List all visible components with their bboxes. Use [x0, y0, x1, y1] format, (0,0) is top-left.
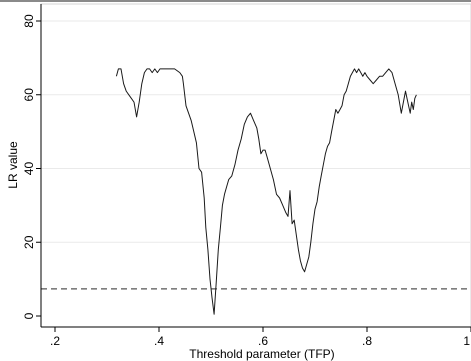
- x-tick-label: .4: [154, 334, 164, 348]
- x-tick-label: .2: [50, 334, 60, 348]
- x-tick-label: .8: [362, 334, 372, 348]
- y-tick-label: 60: [22, 88, 36, 102]
- x-tick-label: .6: [258, 334, 268, 348]
- x-tick-label: 1: [463, 334, 470, 348]
- x-axis-title: Threshold parameter (TFP): [189, 347, 334, 361]
- plot-area: [40, 3, 471, 328]
- series-line-0: [115, 68, 417, 315]
- y-tick-label: 20: [22, 235, 36, 249]
- top-border: [0, 0, 471, 2]
- y-tick-label: 40: [22, 162, 36, 176]
- y-tick-label: 0: [22, 312, 36, 319]
- y-axis-title: LR value: [6, 141, 20, 189]
- y-tick-label: 80: [22, 14, 36, 28]
